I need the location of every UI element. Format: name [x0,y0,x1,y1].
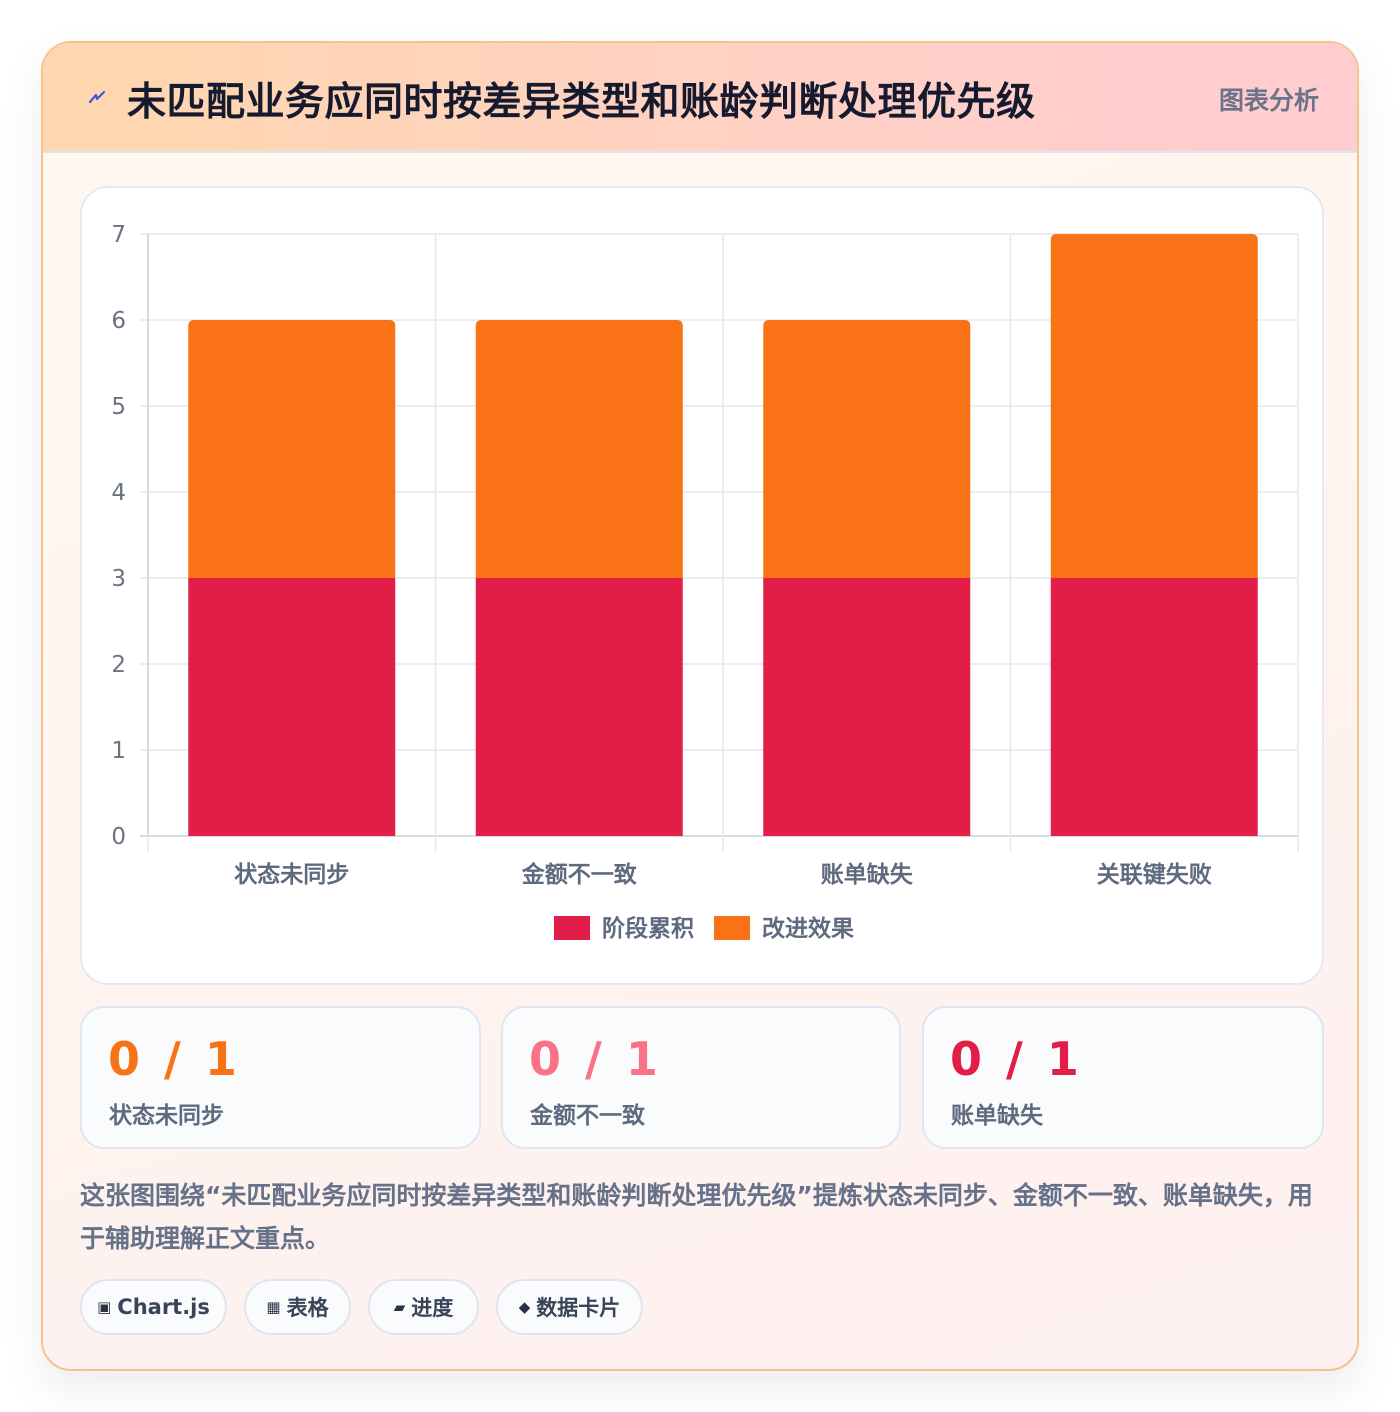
y-tick-label: 4 [111,480,126,506]
legend-label: 阶段累积 [602,915,694,942]
x-tick-label: 金额不一致 [521,861,638,888]
chip-progress[interactable]: ▰ 进度 [368,1279,479,1335]
y-tick-label: 0 [111,824,126,850]
bar-2 [1050,234,1258,578]
y-tick-label: 2 [111,652,126,678]
progress-icon: ▰ [393,1298,406,1316]
bar-1 [763,578,971,836]
chip-label: 进度 [411,1296,454,1320]
chip-data-cards[interactable]: ◆ 数据卡片 [496,1279,643,1335]
lightning-icon [88,90,106,104]
bar-2 [188,320,396,578]
stat-label: 状态未同步 [109,1103,224,1129]
page-title: 未匹配业务应同时按差异类型和账龄判断处理优先级 [127,80,1036,125]
stat-value: 0 / 1 [108,1032,241,1086]
x-tick-label: 账单缺失 [821,861,914,888]
chip-label: Chart.js [117,1295,210,1319]
bar-1 [1050,578,1258,836]
x-tick-label: 状态未同步 [234,861,349,888]
chart-panel: 0 1 2 3 4 5 6 7 状态未同步 金额不一致 账单缺失 关联键失败阶段累积 改进效果 [80,186,1324,985]
stat-value: 0 / 1 [950,1032,1083,1086]
y-tick-label: 3 [111,566,126,592]
table-icon: ▦ [266,1298,281,1316]
bar-1 [475,578,683,836]
chart-description: 这张图围绕“未匹配业务应同时按差异类型和账龄判断处理优先级”提炼状态未同步、金额… [80,1181,1313,1253]
bar-1 [188,578,396,836]
card-header: 未匹配业务应同时按差异类型和账龄判断处理优先级 图表分析 [43,43,1357,153]
stat-label: 账单缺失 [951,1103,1043,1129]
stat-card-status-unsynced: 0 / 1 状态未同步 [80,1006,481,1149]
y-tick-label: 6 [111,308,126,334]
square-icon: ▣ [97,1298,112,1316]
chip-label: 表格 [286,1296,329,1320]
stat-card-amount-mismatch: 0 / 1 金额不一致 [501,1006,901,1149]
bar-2 [763,320,971,578]
diamond-icon: ◆ [518,1298,531,1316]
stat-label: 金额不一致 [530,1103,645,1129]
chip-chartjs[interactable]: ▣ Chart.js [80,1279,227,1335]
legend-label: 改进效果 [762,915,854,942]
chip-label: 数据卡片 [536,1296,621,1320]
chip-table[interactable]: ▦ 表格 [244,1279,351,1335]
y-tick-label: 5 [111,394,126,420]
legend-swatch [714,916,750,940]
stat-value: 0 / 1 [529,1032,662,1086]
chart-analysis-tag: 图表分析 [1218,86,1319,115]
bar-2 [475,320,683,578]
y-tick-label: 1 [111,738,126,764]
x-tick-label: 关联键失败 [1097,861,1212,888]
chart-card: 未匹配业务应同时按差异类型和账龄判断处理优先级 图表分析 0 1 2 3 4 5 6 7 状态未… [41,41,1359,1371]
legend-swatch [554,916,590,940]
y-tick-label: 7 [111,222,126,248]
stat-card-bill-missing: 0 / 1 账单缺失 [922,1006,1324,1149]
